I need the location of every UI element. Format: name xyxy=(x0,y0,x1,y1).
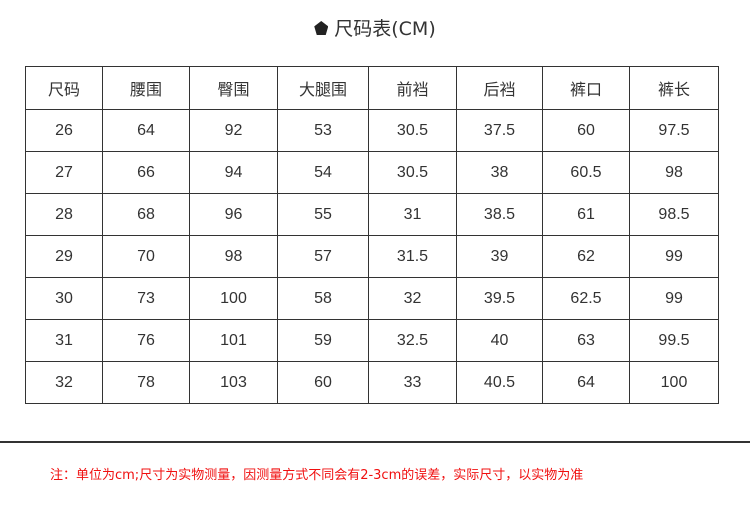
table-cell: 64 xyxy=(542,361,630,404)
table-cell: 33 xyxy=(368,361,457,404)
size-table: 尺码 腰围 臀围 大腿围 前裆 后裆 裤口 裤长 26 64 92 53 30.5 37.5 60 97.5 2… xyxy=(25,66,719,404)
table-row: 26 64 92 53 30.5 37.5 60 97.5 xyxy=(25,109,719,152)
table-cell: 99 xyxy=(629,277,719,320)
table-cell: 96 xyxy=(189,193,278,236)
table-cell: 98 xyxy=(189,235,278,278)
table-cell: 31 xyxy=(25,319,103,362)
table-row: 31 76 101 59 32.5 40 63 99.5 xyxy=(25,319,719,362)
table-cell: 32.5 xyxy=(368,319,457,362)
column-header: 腰围 xyxy=(102,66,190,110)
table-cell: 62 xyxy=(542,235,630,278)
column-header: 前裆 xyxy=(368,66,457,110)
table-cell: 94 xyxy=(189,151,278,194)
table-cell: 30 xyxy=(25,277,103,320)
table-cell: 53 xyxy=(277,109,369,152)
table-cell: 101 xyxy=(189,319,278,362)
table-cell: 61 xyxy=(542,193,630,236)
note-text: 注：单位为cm;尺寸为实物测量，因测量方式不同会有2-3cm的误差，实际尺寸，以… xyxy=(50,468,584,483)
table-cell: 32 xyxy=(368,277,457,320)
header-row: 尺码 腰围 臀围 大腿围 前裆 后裆 裤口 裤长 xyxy=(25,66,719,110)
table-cell: 62.5 xyxy=(542,277,630,320)
table-cell: 76 xyxy=(102,319,190,362)
table-cell: 59 xyxy=(277,319,369,362)
table-row: 30 73 100 58 32 39.5 62.5 99 xyxy=(25,277,719,320)
table-cell: 38.5 xyxy=(456,193,543,236)
table-cell: 29 xyxy=(25,235,103,278)
table-cell: 100 xyxy=(189,277,278,320)
table-cell: 40 xyxy=(456,319,543,362)
table-cell: 63 xyxy=(542,319,630,362)
table-cell: 39 xyxy=(456,235,543,278)
column-header: 大腿围 xyxy=(277,66,369,110)
table-cell: 64 xyxy=(102,109,190,152)
table-cell: 54 xyxy=(277,151,369,194)
table-cell: 99 xyxy=(629,235,719,278)
table-cell: 30.5 xyxy=(368,109,457,152)
table-cell: 39.5 xyxy=(456,277,543,320)
divider xyxy=(0,441,750,443)
table-cell: 40.5 xyxy=(456,361,543,404)
table-row: 27 66 94 54 30.5 38 60.5 98 xyxy=(25,151,719,194)
table-cell: 57 xyxy=(277,235,369,278)
table-cell: 70 xyxy=(102,235,190,278)
table-cell: 31.5 xyxy=(368,235,457,278)
page-title: 尺码表(CM) xyxy=(0,14,750,41)
table-cell: 60.5 xyxy=(542,151,630,194)
table-row: 28 68 96 55 31 38.5 61 98.5 xyxy=(25,193,719,236)
table-cell: 31 xyxy=(368,193,457,236)
table-cell: 32 xyxy=(25,361,103,404)
table-cell: 98.5 xyxy=(629,193,719,236)
column-header: 尺码 xyxy=(25,66,103,110)
table-cell: 98 xyxy=(629,151,719,194)
column-header: 裤长 xyxy=(629,66,719,110)
title-text: 尺码表(CM) xyxy=(334,18,436,40)
table-cell: 92 xyxy=(189,109,278,152)
table-cell: 37.5 xyxy=(456,109,543,152)
table-cell: 58 xyxy=(277,277,369,320)
column-header: 裤口 xyxy=(542,66,630,110)
table-cell: 27 xyxy=(25,151,103,194)
table-cell: 66 xyxy=(102,151,190,194)
table-cell: 78 xyxy=(102,361,190,404)
table-cell: 68 xyxy=(102,193,190,236)
pentagon-icon xyxy=(314,21,329,35)
table-cell: 60 xyxy=(542,109,630,152)
table-cell: 38 xyxy=(456,151,543,194)
table-cell: 97.5 xyxy=(629,109,719,152)
table-cell: 55 xyxy=(277,193,369,236)
table-cell: 100 xyxy=(629,361,719,404)
table-cell: 103 xyxy=(189,361,278,404)
table-cell: 99.5 xyxy=(629,319,719,362)
table-row: 29 70 98 57 31.5 39 62 99 xyxy=(25,235,719,278)
table-cell: 73 xyxy=(102,277,190,320)
table-cell: 30.5 xyxy=(368,151,457,194)
column-header: 臀围 xyxy=(189,66,278,110)
table-cell: 60 xyxy=(277,361,369,404)
table-cell: 26 xyxy=(25,109,103,152)
column-header: 后裆 xyxy=(456,66,543,110)
table-row: 32 78 103 60 33 40.5 64 100 xyxy=(25,361,719,404)
table-cell: 28 xyxy=(25,193,103,236)
